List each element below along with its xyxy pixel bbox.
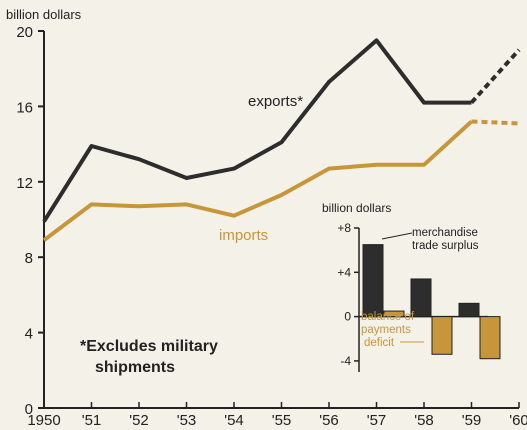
x-tick-label: '55 (272, 412, 292, 429)
exports-series-label: exports* (248, 93, 303, 110)
inset-y-ticks: +8 +4 0 -4 (337, 221, 359, 368)
deficit-bar-1959 (479, 316, 501, 360)
surplus-bar-1957 (362, 244, 384, 318)
surplus-label-line-2: trade surplus (412, 240, 479, 252)
y-tick-label: 16 (16, 99, 33, 116)
surplus-label-line-1: merchandise (412, 227, 478, 239)
x-tick-label: '52 (129, 412, 149, 429)
deficit-label-line-2: payments (361, 324, 411, 336)
main-chart: billion dollars 0 4 8 12 16 20 1950 '51 '52 '53 '… (6, 7, 527, 429)
y-tick-label: 0 (25, 401, 33, 418)
surplus-bar-1959 (458, 302, 480, 318)
deficit-bar-1957 (383, 310, 405, 318)
x-ticks: 1950 '51 '52 '53 '54 '55 '56 '57 '58 '59 '60 (27, 402, 527, 429)
x-tick-label: '59 (462, 412, 482, 429)
surplus-leader-line (381, 232, 413, 240)
inset-y-tick-label: +4 (337, 265, 351, 279)
x-tick-label: '53 (177, 412, 197, 429)
inset-y-tick-label: -4 (340, 354, 351, 368)
x-tick-label: '58 (414, 412, 434, 429)
x-tick-label: '56 (319, 412, 339, 429)
imports-series-line (42, 120, 473, 242)
footnote-line-2: shipments (95, 359, 175, 376)
inset-background (318, 196, 488, 382)
x-tick-label: '60 (509, 412, 527, 429)
deficit-bar-1958 (431, 316, 453, 355)
deficit-label-line-3: deficit (364, 337, 395, 349)
exports-series-line (42, 38, 472, 223)
imports-series-label: imports (219, 227, 268, 244)
inset-y-tick-label: +8 (337, 221, 351, 235)
inset-chart: billion dollars +8 +4 0 -4 merchandise trad… (318, 196, 501, 382)
x-tick-label: '57 (367, 412, 387, 429)
inset-y-tick-label: 0 (344, 310, 351, 324)
x-tick-label: 1950 (27, 412, 60, 429)
exports-projected-line (470, 48, 521, 104)
imports-projected-line (471, 119, 520, 126)
inset-y-axis-label: billion dollars (322, 201, 391, 215)
y-tick-label: 4 (25, 326, 33, 343)
y-axis-label: billion dollars (6, 7, 82, 22)
x-tick-label: '54 (224, 412, 244, 429)
y-ticks: 0 4 8 12 16 20 (16, 24, 44, 418)
footnote-line-1: *Excludes military (80, 338, 218, 355)
y-tick-label: 8 (25, 250, 33, 267)
surplus-bar-1958 (410, 278, 432, 318)
y-tick-label: 20 (16, 24, 33, 41)
deficit-label-line-1: balance of (361, 311, 415, 323)
inset-bars (362, 244, 501, 360)
x-tick-label: '51 (82, 412, 102, 429)
y-tick-label: 12 (16, 175, 33, 192)
